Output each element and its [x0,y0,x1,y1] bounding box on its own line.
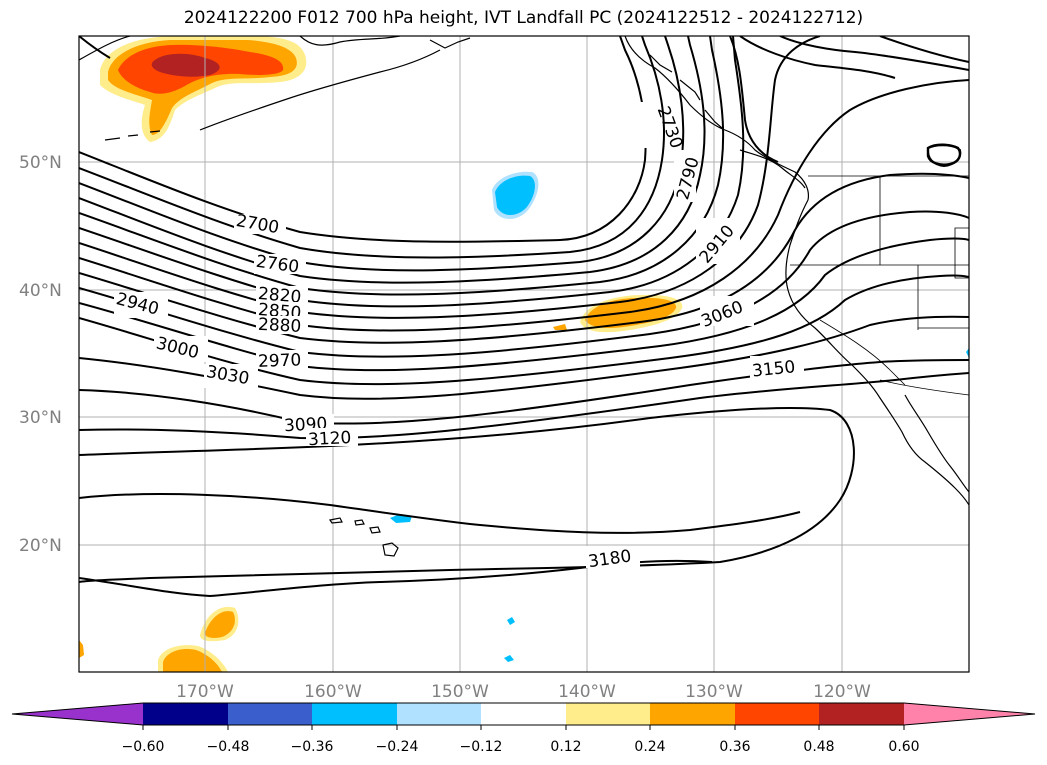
colorbar-tick-label: −0.60 [122,739,165,755]
colorbar-tick-label: 0.24 [634,739,665,755]
contour-2850 [79,36,745,308]
colorbar-bin-2 [228,703,312,725]
colorbar-tick-label: −0.48 [207,739,250,755]
colorbar-tick-marks [142,725,905,730]
contour-3150 [79,407,855,583]
contour-2760 [79,36,685,272]
contour-label-3120: 3120 [308,428,352,450]
contour-2880 [79,36,821,319]
colorbar-tick-label: −0.24 [376,739,419,755]
colorbar-tick-label: 0.12 [550,739,581,755]
contour-label-3150: 3150 [751,357,796,381]
lat-label-20n: 20°N [19,536,62,556]
lat-label-50n: 50°N [19,153,62,173]
contour-label-2880: 2880 [258,315,302,337]
lat-label-30n: 30°N [19,408,62,428]
map-title: 2024122200 F012 700 hPa height, IVT Land… [183,8,864,28]
lon-label-160w: 160°W [304,682,362,702]
contour-labels: 2700 2730 2760 2790 2820 2850 2880 2910 … [114,102,804,572]
colorbar-bin-5 [481,703,566,725]
lon-label-130w: 130°W [685,682,743,702]
colorbar-bin-6 [566,703,650,725]
map-plot-area: 2700 2730 2760 2790 2820 2850 2880 2910 … [79,36,969,672]
contour-2730 [79,36,665,259]
colorbar-tick-label: −0.36 [291,739,334,755]
lat-label-40n: 40°N [19,281,62,301]
colorbar-bin-4 [397,703,481,725]
lon-label-150w: 150°W [431,682,489,702]
contour-2940 [79,172,969,344]
contour-2910 [79,79,969,332]
lon-label-170w: 170°W [176,682,234,702]
colorbar: −0.60 −0.48 −0.36 −0.24 −0.12 0.12 0.24 … [11,702,1036,755]
colorbar-bin-1 [143,703,228,725]
contour-label-2970: 2970 [258,350,302,371]
colorbar-bin-9 [819,703,904,725]
latitude-labels: 50°N 40°N 30°N 20°N [19,153,62,556]
colorbar-tick-label: 0.36 [719,739,750,755]
colorbar-tick-label: −0.12 [460,739,503,755]
contour-label-2820: 2820 [257,284,302,308]
lon-label-120w: 120°W [813,682,871,702]
contour-3180 [79,493,801,534]
contour-2820 [79,36,725,296]
colorbar-under-arrow [12,703,143,725]
colorbar-tick-label: 0.48 [803,739,834,755]
colorbar-bin-8 [735,703,819,725]
contour-2970 [79,210,969,358]
colorbar-over-arrow [904,703,1035,725]
colorbar-tick-label: 0.60 [888,739,919,755]
lon-label-140w: 140°W [558,682,616,702]
contour-3000 [79,237,969,372]
map-frame [78,35,970,673]
colorbar-bin-7 [650,703,735,725]
contour-3090 [79,359,969,425]
gridlines [79,36,969,672]
contour-3120 [79,372,969,440]
contour-2790 [79,36,706,284]
longitude-labels: 170°W 160°W 150°W 140°W 130°W 120°W [176,682,871,702]
colorbar-bin-3 [312,703,397,725]
